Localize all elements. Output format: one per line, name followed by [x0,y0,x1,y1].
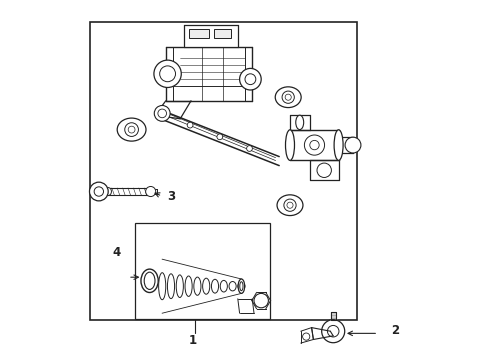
Circle shape [287,202,293,208]
Polygon shape [301,328,314,343]
Circle shape [154,60,181,87]
Circle shape [125,123,139,136]
Polygon shape [155,101,191,119]
Polygon shape [148,189,157,194]
Circle shape [321,320,345,343]
Bar [189,29,209,38]
Ellipse shape [105,188,111,195]
Polygon shape [238,299,254,313]
Polygon shape [290,130,339,160]
Polygon shape [184,25,238,47]
Ellipse shape [238,279,245,293]
Ellipse shape [203,278,210,294]
Circle shape [304,135,324,155]
Polygon shape [166,47,252,101]
Circle shape [345,137,361,153]
Circle shape [160,66,175,82]
Circle shape [217,134,222,140]
Ellipse shape [117,118,146,141]
Circle shape [146,186,156,197]
Bar [90,22,357,320]
Circle shape [284,199,296,211]
Circle shape [187,122,193,128]
Circle shape [158,109,167,118]
Polygon shape [339,137,353,153]
Ellipse shape [240,282,243,291]
Ellipse shape [286,130,294,161]
Circle shape [154,105,170,121]
Ellipse shape [212,279,219,293]
Circle shape [240,68,261,90]
Circle shape [310,140,319,150]
Polygon shape [310,160,339,180]
Circle shape [90,182,108,201]
Circle shape [254,293,269,308]
Circle shape [317,163,331,177]
Ellipse shape [229,282,236,291]
Circle shape [327,325,339,337]
Text: 4: 4 [113,246,121,258]
Polygon shape [312,328,333,339]
Polygon shape [103,188,149,195]
Ellipse shape [144,272,155,289]
Circle shape [303,333,310,340]
Circle shape [245,74,256,85]
Bar [215,29,231,38]
Ellipse shape [176,275,183,297]
Bar [135,223,270,319]
Polygon shape [160,110,279,166]
Ellipse shape [277,195,303,216]
Circle shape [282,91,294,103]
Ellipse shape [141,269,158,293]
Circle shape [128,126,135,133]
Circle shape [94,187,103,196]
Polygon shape [331,312,336,320]
Ellipse shape [159,273,166,300]
Ellipse shape [296,115,304,130]
Ellipse shape [194,277,201,295]
Ellipse shape [238,283,245,290]
Ellipse shape [220,280,227,292]
Ellipse shape [334,130,343,161]
Text: 1: 1 [189,334,197,347]
Text: 3: 3 [168,190,176,203]
Ellipse shape [275,87,301,108]
Circle shape [246,146,252,152]
Circle shape [285,94,291,100]
Ellipse shape [185,276,192,296]
Ellipse shape [168,274,174,298]
Polygon shape [290,115,310,130]
Text: 2: 2 [391,324,399,337]
